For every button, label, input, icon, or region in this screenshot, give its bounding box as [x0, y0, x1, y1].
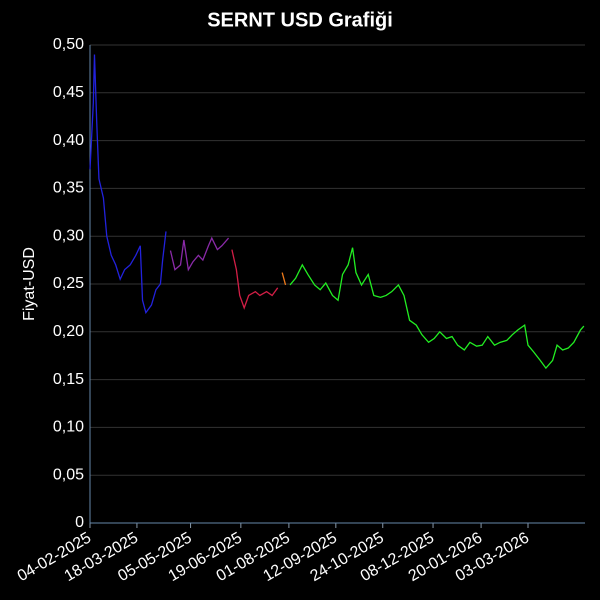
y-tick-label: 0,30	[53, 227, 84, 244]
price-line	[281, 272, 287, 286]
y-tick-label: 0,20	[53, 323, 84, 340]
price-line	[231, 249, 279, 310]
y-tick-label: 0,45	[53, 84, 84, 101]
price-line	[89, 54, 167, 315]
y-tick-label: 0,05	[53, 466, 84, 483]
chart-title: SERNT USD Grafiği	[207, 9, 393, 31]
y-tick-label: 0,35	[53, 180, 84, 197]
price-line	[289, 247, 585, 370]
y-tick-label: 0,10	[53, 419, 84, 436]
price-line	[169, 236, 230, 272]
y-tick-label: 0,50	[53, 36, 84, 53]
y-tick-label: 0,25	[53, 275, 84, 292]
y-axis-label: Fiyat-USD	[21, 247, 38, 321]
y-tick-label: 0,40	[53, 132, 84, 149]
y-tick-label: 0	[75, 514, 84, 531]
y-tick-label: 0,15	[53, 371, 84, 388]
